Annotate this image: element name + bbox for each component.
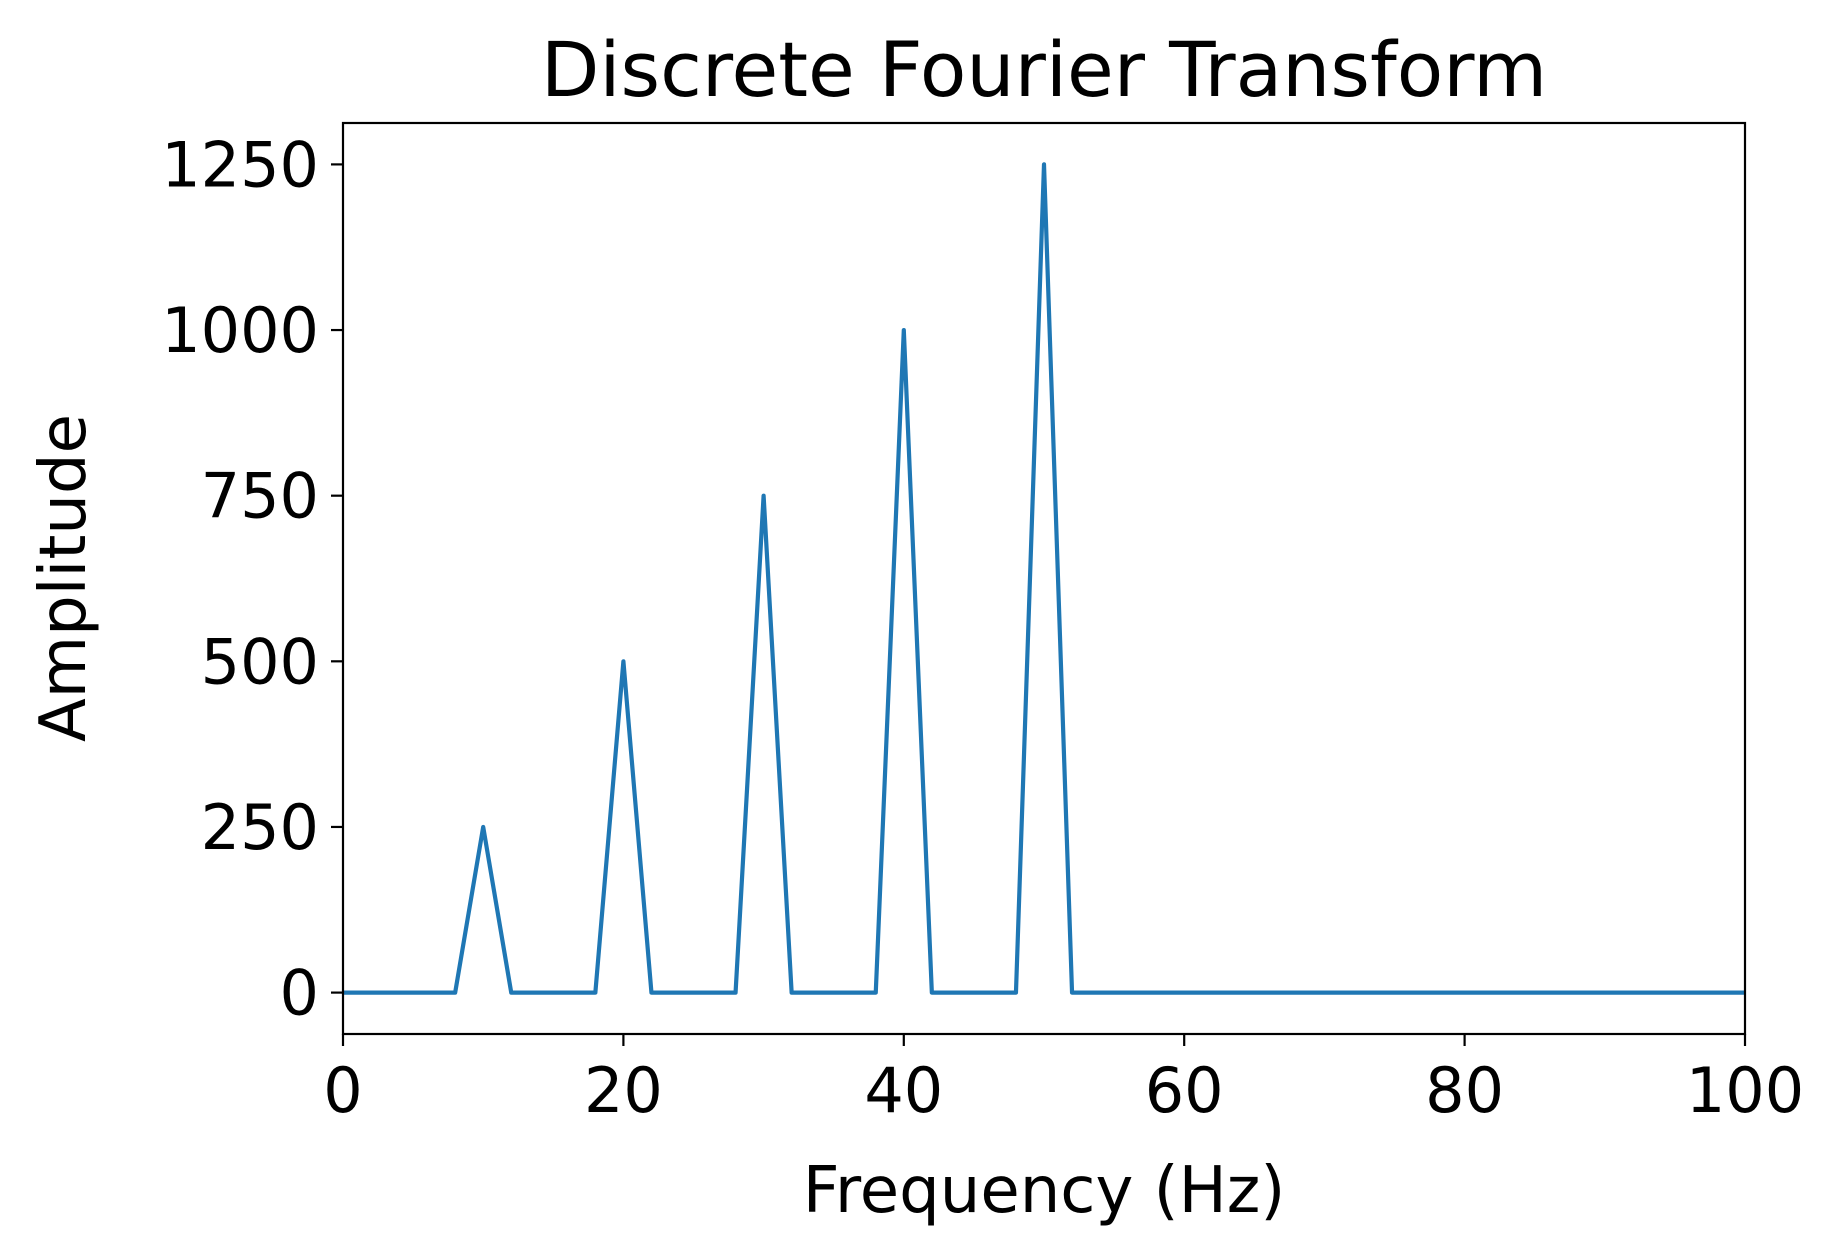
chart-title: Discrete Fourier Transform [541,25,1547,114]
x-tick-label: 0 [323,1054,362,1127]
series-line-0 [343,162,1745,995]
y-tick-label: 1250 [161,128,319,201]
y-axis-ticks: 0 250 500 750 1000 1250 [161,128,343,1030]
y-tick-label: 250 [201,791,319,864]
y-tick-label: 750 [201,460,319,533]
y-tick-label: 1000 [161,294,319,367]
x-tick-label: 60 [1145,1054,1224,1127]
x-axis-label: Frequency (Hz) [803,1154,1286,1228]
y-axis-label: Amplitude [27,414,101,742]
x-tick-label: 20 [584,1054,663,1127]
x-axis-ticks: 0 20 40 60 80 100 [323,1034,1804,1127]
x-tick-label: 100 [1686,1054,1804,1127]
y-tick-label: 500 [201,625,319,698]
x-tick-label: 80 [1425,1054,1504,1127]
x-tick-label: 40 [864,1054,943,1127]
axes-frame [341,121,1747,1036]
plot-area [343,162,1745,995]
y-tick-label: 0 [280,957,319,1030]
